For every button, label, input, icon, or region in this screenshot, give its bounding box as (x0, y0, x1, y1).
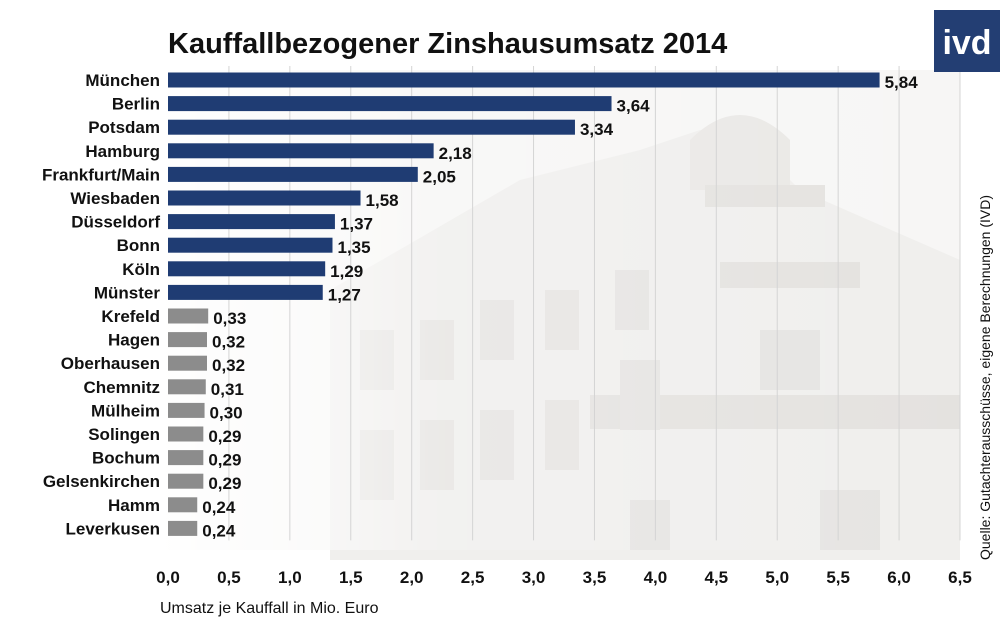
value-label: 3,34 (580, 120, 614, 139)
value-label: 1,35 (337, 238, 370, 257)
category-label: Frankfurt/Main (42, 165, 160, 184)
x-axis-ticks: 0,0 0,5 1,0 1,5 2,0 2,5 3,0 3,5 4,0 4,5 5,0 5,5 6,0 6… (156, 568, 972, 587)
category-label: Düsseldorf (71, 213, 160, 232)
category-label: Münster (94, 283, 161, 302)
x-tick-label: 1,0 (278, 568, 302, 587)
bar (168, 426, 204, 442)
value-label: 3,64 (617, 97, 651, 116)
value-label: 1,37 (340, 215, 373, 234)
value-labels: 5,84 3,643,34 2,18 2,05 1,58 1,37 1,35 1,29 1,27… (202, 73, 918, 540)
bar (168, 96, 612, 112)
x-tick-label: 0,5 (217, 568, 241, 587)
value-label: 0,32 (212, 356, 245, 375)
value-label: 0,24 (202, 498, 236, 517)
value-label: 0,31 (211, 380, 244, 399)
bar (168, 308, 209, 324)
bar (168, 497, 198, 513)
x-tick-label: 2,0 (400, 568, 424, 587)
x-tick-label: 4,0 (644, 568, 668, 587)
x-tick-label: 5,5 (826, 568, 850, 587)
bar (168, 261, 326, 277)
category-label: Chemnitz (84, 378, 161, 397)
bar (168, 214, 335, 230)
category-label: Hamm (108, 496, 160, 515)
x-tick-label: 2,5 (461, 568, 485, 587)
bar-series (168, 72, 880, 536)
value-label: 1,58 (366, 191, 399, 210)
category-label: Solingen (88, 425, 160, 444)
category-label: Bonn (117, 236, 160, 255)
category-label: Köln (122, 260, 160, 279)
category-label: Oberhausen (61, 354, 160, 373)
bar (168, 143, 434, 159)
value-label: 0,32 (212, 333, 245, 352)
category-label: Mülheim (91, 401, 160, 420)
x-tick-label: 4,5 (704, 568, 728, 587)
value-label: 0,33 (213, 309, 246, 328)
value-label: 1,27 (328, 285, 361, 304)
category-labels: München Berlin Potsdam Hamburg Frankfurt/Mai… (42, 71, 160, 538)
value-label: 0,29 (208, 451, 241, 470)
bar (168, 355, 207, 371)
bar (168, 450, 204, 466)
x-tick-label: 6,0 (887, 568, 911, 587)
category-label: Hamburg (85, 142, 160, 161)
value-label: 5,84 (885, 73, 919, 92)
x-tick-label: 3,0 (522, 568, 546, 587)
bar (168, 72, 880, 88)
bar (168, 379, 206, 395)
value-label: 0,29 (208, 427, 241, 446)
category-label: Potsdam (88, 118, 160, 137)
bar (168, 332, 207, 348)
category-label: Gelsenkirchen (43, 472, 160, 491)
bar (168, 284, 323, 300)
value-label: 0,30 (210, 403, 243, 422)
value-label: 2,05 (423, 167, 456, 186)
category-label: Wiesbaden (70, 189, 160, 208)
bar (168, 119, 575, 135)
category-label: Berlin (112, 95, 160, 114)
bar (168, 237, 333, 253)
value-label: 2,18 (439, 144, 472, 163)
x-tick-label: 6,5 (948, 568, 972, 587)
value-label: 0,29 (208, 474, 241, 493)
bar (168, 190, 361, 206)
background-building-illustration (160, 70, 960, 560)
x-tick-label: 0,0 (156, 568, 180, 587)
category-label: Krefeld (101, 307, 160, 326)
bar (168, 166, 418, 182)
source-note: Quelle: Gutachterausschüsse, eigene Bere… (977, 195, 993, 560)
bar (168, 520, 198, 536)
ivd-logo: ivd (934, 10, 1000, 72)
ivd-logo-text: ivd (942, 24, 991, 62)
x-tick-label: 3,5 (583, 568, 607, 587)
category-label: Bochum (92, 449, 160, 468)
category-label: Leverkusen (66, 519, 161, 538)
value-label: 0,24 (202, 521, 236, 540)
x-tick-label: 1,5 (339, 568, 363, 587)
chart-title: Kauffallbezogener Zinshausumsatz 2014 (168, 28, 727, 60)
category-label: Hagen (108, 331, 160, 350)
bar (168, 402, 205, 418)
bar (168, 473, 204, 489)
category-label: München (85, 71, 160, 90)
x-tick-label: 5,0 (765, 568, 789, 587)
value-label: 1,29 (330, 262, 363, 281)
x-axis-title: Umsatz je Kauffall in Mio. Euro (160, 600, 379, 617)
